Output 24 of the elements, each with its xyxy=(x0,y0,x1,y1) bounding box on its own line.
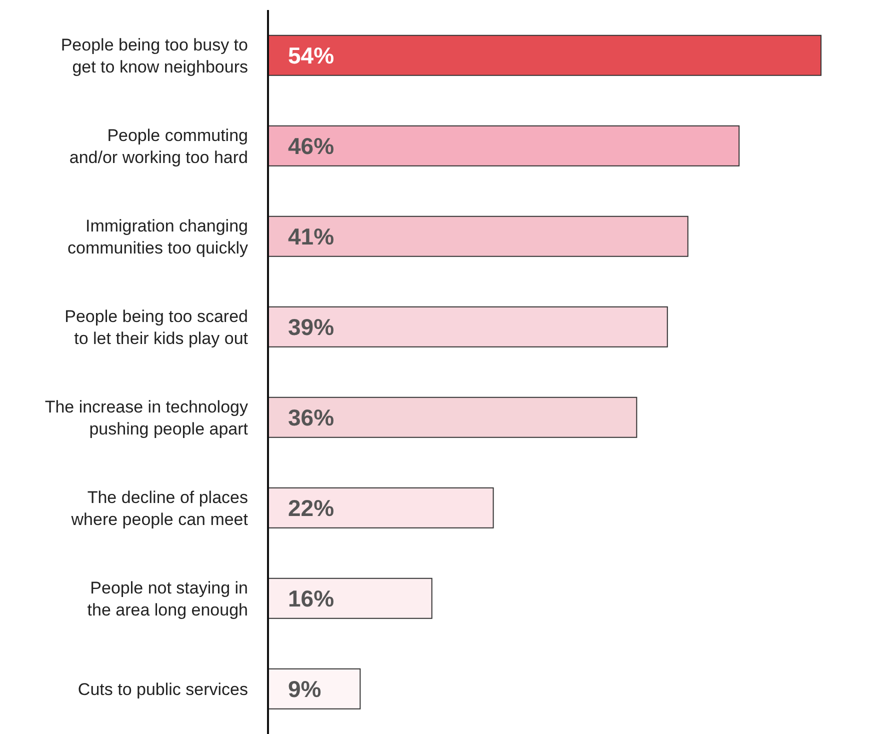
y-tick-label: The increase in technology pushing people apart xyxy=(44,397,248,438)
y-tick-label: Cuts to public services xyxy=(78,680,248,699)
data-label: 41% xyxy=(288,223,334,250)
bar xyxy=(268,668,361,710)
y-tick-label: The decline of places where people can meet xyxy=(70,488,248,529)
bar xyxy=(268,487,494,528)
data-label: 16% xyxy=(288,585,334,612)
y-tick-label: People being too busy to get to know neighbours xyxy=(60,35,248,76)
data-label: 39% xyxy=(288,314,334,340)
y-tick-label: Immigration changing communities too quickly xyxy=(68,216,248,258)
data-label: 22% xyxy=(288,494,334,521)
bar xyxy=(268,396,638,438)
data-label: 54% xyxy=(288,42,334,68)
y-tick-label: People being too scared to let their kids play out xyxy=(64,306,248,348)
bar xyxy=(268,306,668,348)
bar xyxy=(268,216,688,257)
data-label: 46% xyxy=(288,132,334,159)
bar xyxy=(268,34,822,76)
data-label: 36% xyxy=(288,404,334,430)
bar xyxy=(268,578,432,619)
data-label: 9% xyxy=(288,676,322,702)
bar xyxy=(268,125,740,166)
y-tick-label: People not staying in the area long enough xyxy=(87,578,248,620)
y-tick-label: People commuting and/or working too hard xyxy=(69,126,248,167)
